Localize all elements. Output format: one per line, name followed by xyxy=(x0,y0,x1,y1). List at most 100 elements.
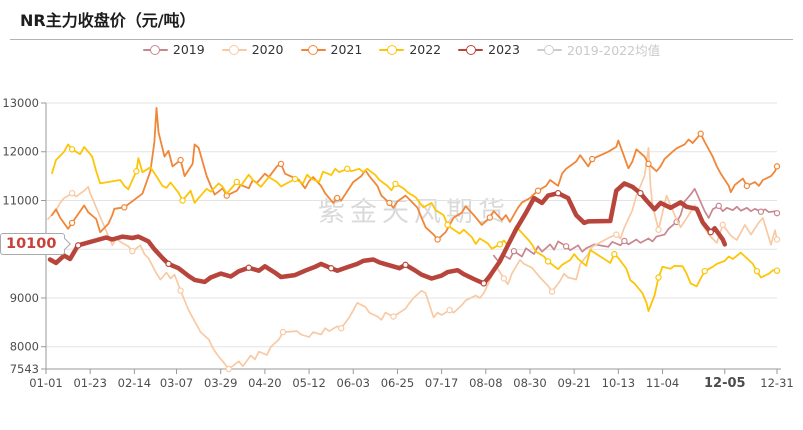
line-marker-icon xyxy=(221,44,247,55)
data-point-marker xyxy=(434,236,441,243)
data-point-marker xyxy=(621,237,628,245)
data-point-marker xyxy=(480,280,487,287)
legend-item-2019-2022-avg[interactable]: 2019-2022均值 xyxy=(536,40,661,59)
data-point-marker xyxy=(637,189,644,197)
legend-item-2023[interactable]: 2023 xyxy=(458,42,520,57)
data-point-marker xyxy=(121,204,128,211)
data-point-marker xyxy=(613,231,620,238)
legend-label: 2019 xyxy=(172,42,205,57)
data-point-marker xyxy=(645,160,652,168)
data-point-marker xyxy=(719,221,726,229)
data-point-marker xyxy=(697,130,704,137)
data-point-marker xyxy=(277,160,285,168)
data-point-marker xyxy=(225,365,232,373)
x-axis-label: 11-04 xyxy=(646,376,679,390)
legend-label: 2019-2022均值 xyxy=(566,43,661,58)
series-line-2022 xyxy=(51,143,778,313)
y-axis-label: 9000 xyxy=(10,291,39,305)
data-point-marker xyxy=(773,267,781,274)
data-point-marker xyxy=(402,261,409,269)
data-point-marker xyxy=(715,202,722,210)
x-axis-label: 08-30 xyxy=(513,376,546,390)
data-point-marker xyxy=(386,199,393,207)
data-point-marker xyxy=(68,146,76,153)
legend-item-2022[interactable]: 2022 xyxy=(379,42,441,57)
data-point-marker xyxy=(510,247,518,255)
data-point-marker xyxy=(534,187,542,194)
x-axis-label: 03-29 xyxy=(204,376,237,390)
y-axis-label: 12000 xyxy=(2,145,39,159)
data-point-marker xyxy=(743,182,751,190)
data-point-marker xyxy=(344,165,351,173)
x-axis-label: 04-20 xyxy=(248,376,281,390)
chart-title: NR主力收盘价（元/吨） xyxy=(20,11,196,30)
data-point-marker xyxy=(548,288,556,295)
series-line-2023 xyxy=(47,181,728,286)
data-point-marker xyxy=(390,313,397,320)
y-axis-label: 11000 xyxy=(2,193,39,207)
data-point-marker xyxy=(496,241,504,248)
data-point-marker xyxy=(773,163,781,170)
series-line-2019 xyxy=(492,187,778,262)
data-point-marker xyxy=(333,194,341,202)
data-point-marker xyxy=(165,260,172,268)
data-point-marker xyxy=(655,226,662,233)
data-point-marker xyxy=(486,214,494,221)
x-axis-label: 10-13 xyxy=(602,376,635,390)
data-point-marker xyxy=(753,267,761,275)
x-axis-label: 06-03 xyxy=(337,376,370,390)
data-point-marker xyxy=(554,189,562,197)
data-point-marker xyxy=(327,265,335,272)
data-point-marker xyxy=(68,219,76,227)
legend: 2019 2020 2021 2022 2023 2019-2022均值 xyxy=(0,40,803,59)
data-point-marker xyxy=(562,243,570,250)
x-axis-label: 03-07 xyxy=(160,376,193,390)
legend-label: 2023 xyxy=(488,42,520,57)
x-axis-label: 01-01 xyxy=(29,376,62,390)
data-point-marker xyxy=(338,325,345,332)
data-point-marker xyxy=(500,275,508,282)
x-axis-label: 09-21 xyxy=(557,376,590,390)
x-axis-label: 12-31 xyxy=(760,376,793,390)
data-point-marker xyxy=(392,180,399,188)
data-point-marker xyxy=(74,242,82,249)
legend-label: 2021 xyxy=(330,42,363,57)
data-point-marker xyxy=(129,247,136,255)
line-marker-icon xyxy=(458,44,484,55)
x-axis-label-current: 12-05 xyxy=(704,376,746,391)
line-marker-icon xyxy=(536,44,562,55)
x-axis-label: 05-12 xyxy=(292,376,325,390)
current-value-tag: 10100 xyxy=(0,233,66,256)
title-divider xyxy=(10,39,793,40)
data-point-marker xyxy=(444,221,451,229)
data-point-marker xyxy=(655,274,662,281)
data-point-marker xyxy=(446,306,453,314)
x-axis-label: 02-14 xyxy=(118,376,151,390)
x-axis-label: 08-08 xyxy=(469,376,502,390)
legend-item-2021[interactable]: 2021 xyxy=(300,42,363,57)
series-line-2020 xyxy=(47,146,778,370)
data-point-marker xyxy=(177,287,184,294)
data-point-marker xyxy=(177,156,184,164)
data-point-marker xyxy=(291,175,299,183)
data-point-marker xyxy=(773,236,781,243)
data-point-marker xyxy=(133,168,140,175)
data-point-marker xyxy=(773,209,781,217)
line-marker-icon xyxy=(300,44,326,55)
x-axis-label: 07-17 xyxy=(425,376,458,390)
data-point-marker xyxy=(701,267,708,275)
legend-item-2020[interactable]: 2020 xyxy=(221,42,284,57)
x-axis-label: 06-25 xyxy=(381,376,414,390)
data-point-marker xyxy=(611,250,618,258)
legend-item-2019[interactable]: 2019 xyxy=(142,42,205,57)
data-point-marker xyxy=(757,208,765,215)
y-axis-label: 13000 xyxy=(2,96,39,110)
legend-label: 2020 xyxy=(251,42,284,57)
data-point-marker xyxy=(68,189,76,197)
data-point-marker xyxy=(544,258,552,265)
legend-label: 2022 xyxy=(409,42,442,57)
line-marker-icon xyxy=(379,44,405,55)
data-point-marker xyxy=(279,328,287,336)
